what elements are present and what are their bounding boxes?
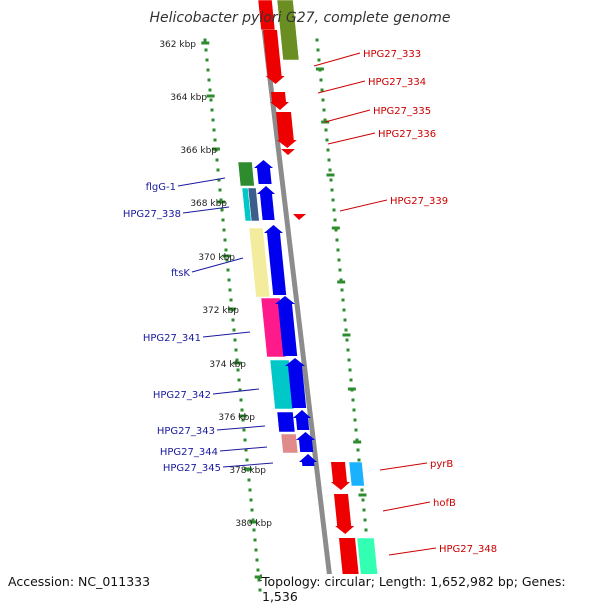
callout-line: [382, 501, 431, 512]
scale-label: 378 kbp: [229, 466, 266, 476]
gene-feature[interactable]: [276, 411, 296, 433]
scale-label: 362 kbp: [159, 40, 196, 50]
gene-label-left[interactable]: HPG27_344: [160, 447, 218, 458]
gene-label-right[interactable]: HPG27_348: [439, 544, 497, 555]
gene-feature[interactable]: [269, 359, 295, 410]
gene-label-right[interactable]: HPG27_336: [378, 129, 436, 140]
scale-label: 380 kbp: [235, 519, 272, 529]
gene-label-left[interactable]: HPG27_342: [153, 390, 211, 401]
scale-label: 372 kbp: [202, 306, 239, 316]
accession-text: Accession: NC_011333: [8, 574, 151, 589]
callout-line: [327, 132, 376, 145]
topology-text: Topology: circular; Length: 1,652,982 bp…: [262, 574, 600, 604]
gene-label-left[interactable]: flgG-1: [146, 182, 176, 193]
map-title: Helicobacter pylori G27, complete genome: [149, 10, 451, 26]
gene-marker[interactable]: [293, 214, 306, 220]
callout-line: [388, 547, 437, 556]
gene-label-left[interactable]: ftsK: [171, 268, 190, 279]
gene-feature[interactable]: [348, 461, 365, 487]
gene-arrow[interactable]: [270, 92, 289, 110]
gene-label-right[interactable]: pyrB: [430, 459, 453, 470]
gene-feature[interactable]: [247, 187, 260, 222]
gene-arrow[interactable]: [334, 494, 355, 534]
callout-line: [212, 388, 260, 395]
gene-label-right[interactable]: HPG27_335: [373, 106, 431, 117]
scale-label: 368 kbp: [190, 199, 227, 209]
gene-marker[interactable]: [281, 149, 295, 155]
callout-line: [202, 331, 251, 338]
gene-arrow[interactable]: [299, 454, 317, 466]
gene-arrow[interactable]: [257, 186, 275, 220]
scale-label: 374 kbp: [209, 360, 246, 370]
gene-arrow[interactable]: [276, 112, 297, 148]
gene-label-left[interactable]: HPG27_345: [163, 463, 221, 474]
scale-label: 366 kbp: [180, 146, 217, 156]
callout-line: [191, 257, 244, 273]
gene-feature[interactable]: [237, 161, 255, 187]
callout-line: [339, 199, 388, 212]
gene-feature[interactable]: [248, 227, 271, 298]
callout-line: [317, 80, 366, 94]
callout-line: [379, 462, 428, 471]
gene-label-left[interactable]: HPG27_341: [143, 333, 201, 344]
gene-arrow[interactable]: [331, 462, 350, 490]
gene-label-right[interactable]: HPG27_339: [390, 196, 448, 207]
gene-arrow[interactable]: [275, 296, 298, 356]
gene-arrow[interactable]: [296, 432, 315, 452]
gene-label-left[interactable]: HPG27_343: [157, 426, 215, 437]
gene-arrow[interactable]: [285, 358, 307, 408]
scale-label: 376 kbp: [218, 413, 255, 423]
genome-backbone: [258, 0, 335, 600]
scale-label: 364 kbp: [170, 93, 207, 103]
callout-line: [182, 206, 230, 214]
callout-line: [219, 446, 268, 452]
gene-label-right[interactable]: HPG27_334: [368, 77, 426, 88]
callout-line: [216, 425, 266, 431]
callout-line: [313, 52, 361, 67]
callout-line: [177, 177, 226, 187]
gene-label-right[interactable]: HPG27_333: [363, 49, 421, 60]
gene-label-right[interactable]: hofB: [433, 498, 456, 509]
scale-label: 370 kbp: [198, 253, 235, 263]
callout-line: [324, 109, 371, 123]
gene-arrow[interactable]: [254, 160, 273, 184]
gene-label-left[interactable]: HPG27_338: [123, 209, 181, 220]
gene-arrow[interactable]: [264, 225, 287, 295]
gene-arrow[interactable]: [263, 30, 285, 84]
gene-arrow[interactable]: [293, 410, 311, 430]
callout-line: [222, 462, 274, 468]
gene-feature[interactable]: [280, 433, 299, 454]
gene-feature[interactable]: [276, 0, 300, 61]
